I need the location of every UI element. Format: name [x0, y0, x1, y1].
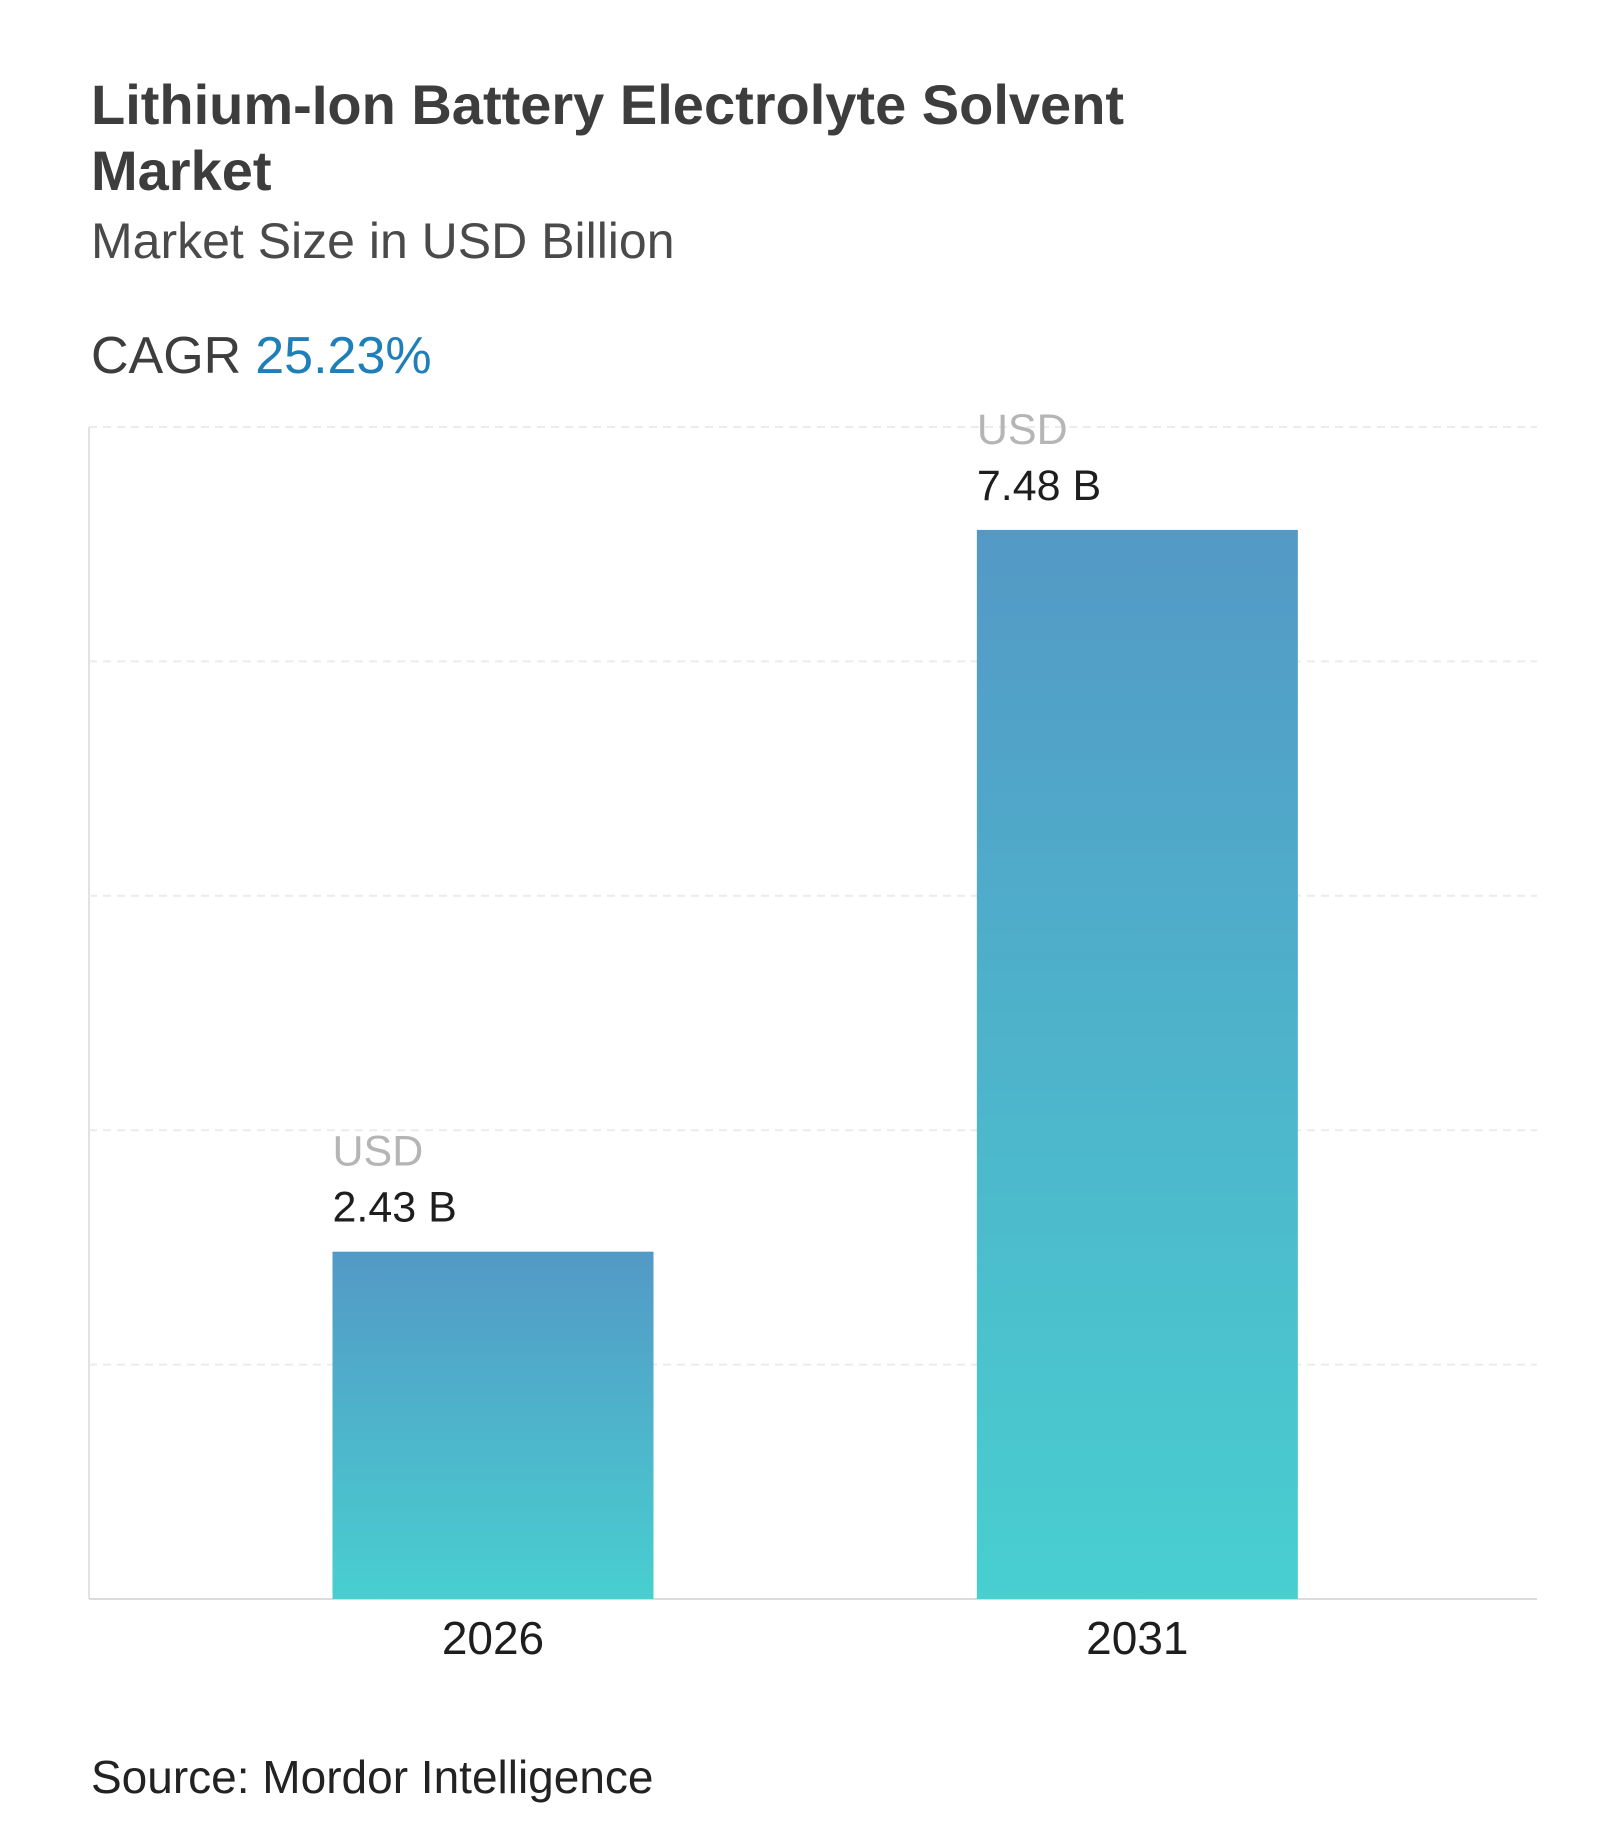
chart: 2026 USD 2.43 B 2031 USD 7.48 B — [88, 406, 1537, 1664]
source: Source: Mordor Intelligence — [91, 1751, 654, 1803]
x-tick-label: 2031 — [1086, 1612, 1188, 1664]
value-label: 2.43 B — [332, 1184, 456, 1232]
cagr-value: 25.23% — [255, 327, 432, 385]
bar — [976, 529, 1298, 1600]
chart-title: Lithium-Ion Battery Electrolyte Solvent … — [91, 73, 1125, 202]
value-label: 7.48 B — [977, 462, 1101, 510]
cagr-label: CAGR — [91, 327, 242, 385]
value-label-unit: USD — [977, 406, 1068, 454]
value-label-unit: USD — [332, 1128, 423, 1176]
chart-subtitle: Market Size in USD Billion — [91, 213, 675, 269]
bar — [332, 1251, 654, 1599]
x-tick-label: 2026 — [442, 1612, 544, 1664]
cagr: CAGR 25.23% — [91, 326, 432, 386]
